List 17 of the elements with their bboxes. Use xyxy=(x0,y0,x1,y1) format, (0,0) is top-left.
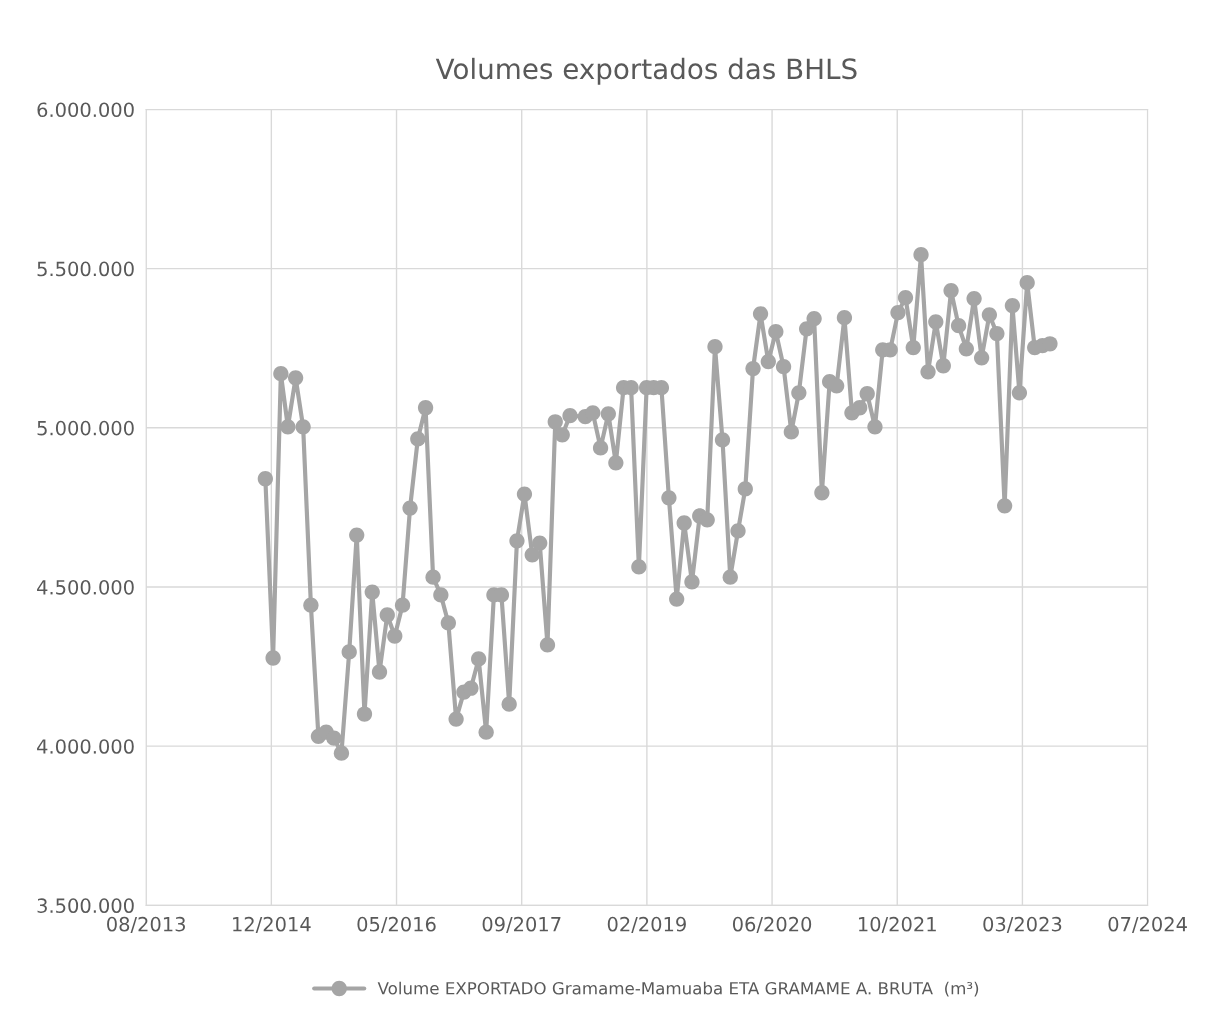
x-tick-label: 12/2014 xyxy=(233,916,311,934)
y-tick-label: 4.500.000 xyxy=(37,579,134,595)
legend-label: Volume EXPORTADO Gramame-Mamuaba ETA GRAMAME A. BRUTA (m³) xyxy=(377,981,979,997)
x-tick-label: 08/2013 xyxy=(107,916,185,934)
x-tick-label: 07/2024 xyxy=(1108,916,1187,934)
x-tick-label: 03/2023 xyxy=(983,916,1062,934)
y-tick-label: 4.000.000 xyxy=(37,739,134,754)
y-tick-label: 6.000.000 xyxy=(37,102,134,118)
x-tick-label: 10/2021 xyxy=(858,916,936,934)
y-tick-label: 3.500.000 xyxy=(37,898,134,914)
x-tick-label: 09/2017 xyxy=(482,916,561,934)
x-tick-label: 02/2019 xyxy=(607,916,686,934)
x-tick-label: 05/2016 xyxy=(357,916,436,934)
x-tick-label: 06/2020 xyxy=(732,916,812,934)
y-tick-label: 5.000.000 xyxy=(37,420,134,436)
chart-title: Volumes exportados das BHLS xyxy=(435,57,857,85)
y-tick-label: 5.500.000 xyxy=(37,261,134,277)
